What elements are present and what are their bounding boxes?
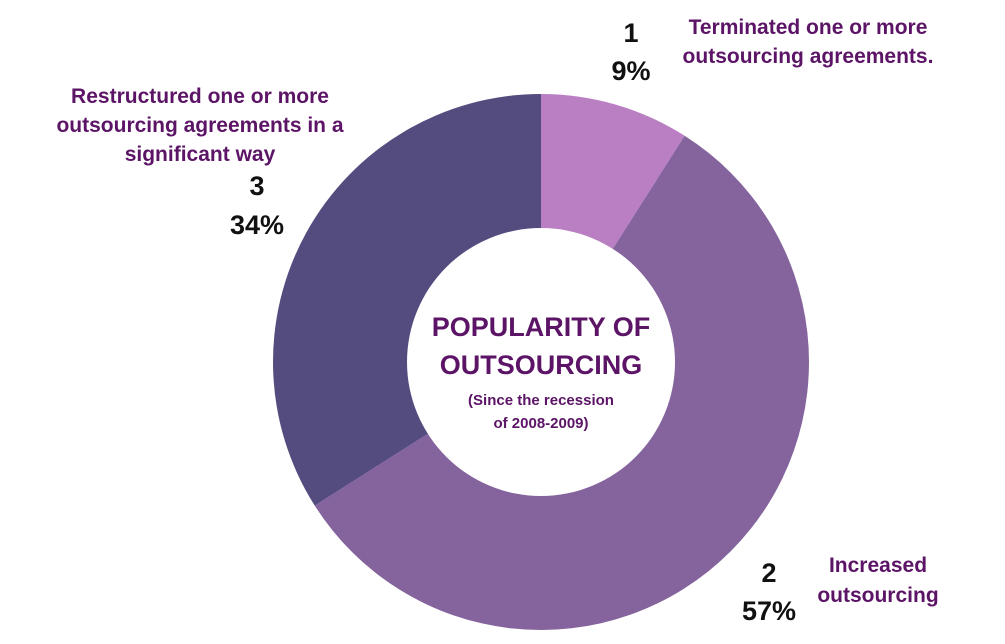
donut-center-hole [407, 228, 675, 496]
slice-1-percent: 9% [611, 56, 650, 86]
slice-3-percent: 34% [230, 210, 284, 240]
slice-3-label-line-3: significant way [125, 143, 276, 166]
slice-2-annotation: Increased outsourcing 2 57% [742, 554, 939, 626]
slice-2-percent: 57% [742, 596, 796, 626]
slice-1-annotation: Terminated one or more outsourcing agree… [611, 16, 933, 86]
slice-1-label-line-2: outsourcing agreements. [683, 45, 934, 68]
chart-title-line-1: POPULARITY OF [432, 312, 651, 342]
slice-2-label-line-1: Increased [829, 554, 927, 577]
slice-3-number: 3 [249, 171, 264, 201]
slice-1-number: 1 [623, 18, 638, 48]
slice-2-number: 2 [761, 558, 776, 588]
slice-3-label-line-1: Restructured one or more [71, 85, 329, 108]
chart-subtitle-line-2: of 2008-2009) [493, 415, 588, 432]
slice-2-label-line-2: outsourcing [817, 584, 938, 607]
slice-1-label-line-1: Terminated one or more [689, 16, 928, 39]
slice-3-label-line-2: outsourcing agreements in a [56, 114, 343, 137]
slice-3-annotation: Restructured one or more outsourcing agr… [56, 85, 343, 240]
chart-subtitle-line-1: (Since the recession [468, 392, 614, 409]
chart-title-line-2: OUTSOURCING [440, 350, 643, 380]
